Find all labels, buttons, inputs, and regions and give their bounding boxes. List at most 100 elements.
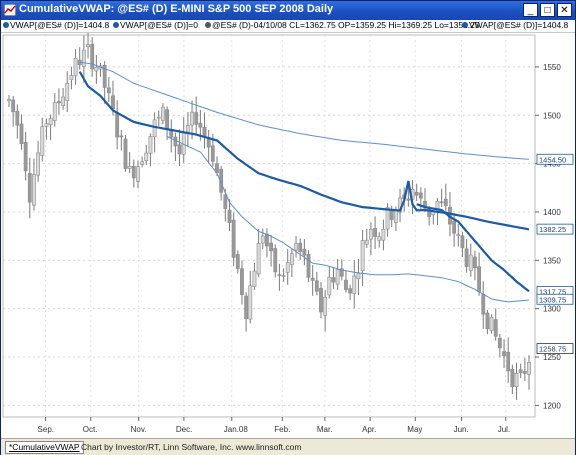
candle-body [57,101,61,104]
status-bar: *CumulativeVWAP Chart by Investor/RT, Li… [1,438,575,455]
candle-body [502,351,506,356]
y-tick-label: 1200 [543,401,561,410]
chart-tab[interactable]: *CumulativeVWAP [5,441,84,454]
candle-body [136,166,140,182]
price-label: 1454.50 [539,155,566,164]
candle-body [23,141,28,172]
candle-body [190,111,194,126]
legend-item-price[interactable]: @ES# (D)-04/10/08 CL=1362.75 OP=1359.25 … [205,20,480,30]
candle-body [148,136,153,154]
candle-body [310,277,315,281]
candle-body [244,295,249,320]
x-tick-label: Jan.08 [224,425,249,434]
price-label-box [536,293,574,305]
candle-body [123,138,128,169]
candle-body [52,101,57,121]
candle-body [489,317,494,331]
candle-body [335,269,340,285]
candle-body [40,126,45,156]
legend-item-vwap-2[interactable]: VWAP[@ES# (D)]=0 [113,20,198,30]
candle-body [389,210,394,220]
circle-marker-icon [113,22,119,28]
candle-body [360,240,365,271]
price-label: 1309.75 [539,295,566,304]
candle-body [248,285,253,320]
candle-body [518,369,523,374]
candle-body [510,369,515,388]
candle-body [36,152,41,176]
candle-body [265,233,269,247]
candle-body [65,82,70,101]
candle-body [439,201,444,204]
candle-body [289,253,294,265]
chart-area[interactable]: 15501500145014001350130012501200Sep.Oct.… [1,31,575,437]
candle-body [377,236,382,241]
candle-body [260,235,265,244]
legend-item-vwap-1[interactable]: VWAP[@ES# (D)]=1404.8 [3,20,109,30]
maximize-button[interactable]: □ [540,3,555,17]
candle-body [385,207,390,230]
vwap-line [416,203,530,293]
candle-body [393,210,398,223]
candle-body [527,362,531,375]
candle-body [485,312,490,330]
candle-body [327,276,332,296]
candle-body [115,112,120,138]
candle-body [356,273,361,279]
maximize-icon: □ [544,5,551,16]
vwap-line [79,61,530,160]
candle-body [27,173,32,203]
price-chart[interactable]: 15501500145014001350130012501200Sep.Oct.… [1,31,575,437]
candle-body [210,145,215,162]
close-icon: ✕ [560,5,569,16]
candle-body [406,198,411,201]
candle-body [15,110,20,126]
price-label-box [536,343,574,354]
circle-marker-icon [205,22,211,28]
x-tick-label: Apr. [362,425,376,434]
candle-body [86,44,90,48]
candle-body [522,371,527,374]
x-tick-label: Mar. [317,425,333,434]
x-tick-label: Jun. [454,425,469,434]
candle-body [323,297,328,316]
minimize-button[interactable]: _ [523,3,538,17]
price-label-box [536,223,574,235]
y-tick-label: 1550 [543,63,561,72]
candle-body [468,254,473,271]
minimize-icon: _ [527,5,534,16]
candle-body [206,138,211,148]
candle-body [418,192,423,199]
candle-body [11,99,16,113]
candle-body [61,96,65,106]
candle-body [452,220,457,234]
vwap-line [166,136,530,303]
x-tick-label: Nov. [131,425,147,434]
candle-body [477,266,481,292]
candle-body [73,57,78,77]
window-title: CumulativeVWAP: @ES# (D) E-MINI S&P 500 … [19,3,334,15]
price-label: 1258.75 [539,345,566,354]
candle-body [352,275,357,294]
legend-item-vwap-4[interactable]: VWAP[@ES# (D)]=1404.8 [462,20,568,30]
circle-marker-icon [462,22,468,28]
candle-body [127,165,132,169]
candle-body [281,275,286,277]
close-button[interactable]: ✕ [557,3,572,17]
candle-body [473,256,477,269]
candle-body [227,209,232,223]
candle-body [506,351,511,372]
candle-body [140,161,145,165]
candle-body [69,75,74,81]
candle-body [460,235,465,249]
candle-body [235,254,240,269]
candle-body [348,288,353,294]
title-bar[interactable]: CumulativeVWAP: @ES# (D) E-MINI S&P 500 … [1,1,575,20]
candle-body [90,44,95,70]
candle-body [414,191,419,196]
candle-body [456,234,461,236]
y-tick-label: 1400 [543,208,561,217]
candle-body [381,228,386,241]
x-tick-label: Oct. [83,425,98,434]
